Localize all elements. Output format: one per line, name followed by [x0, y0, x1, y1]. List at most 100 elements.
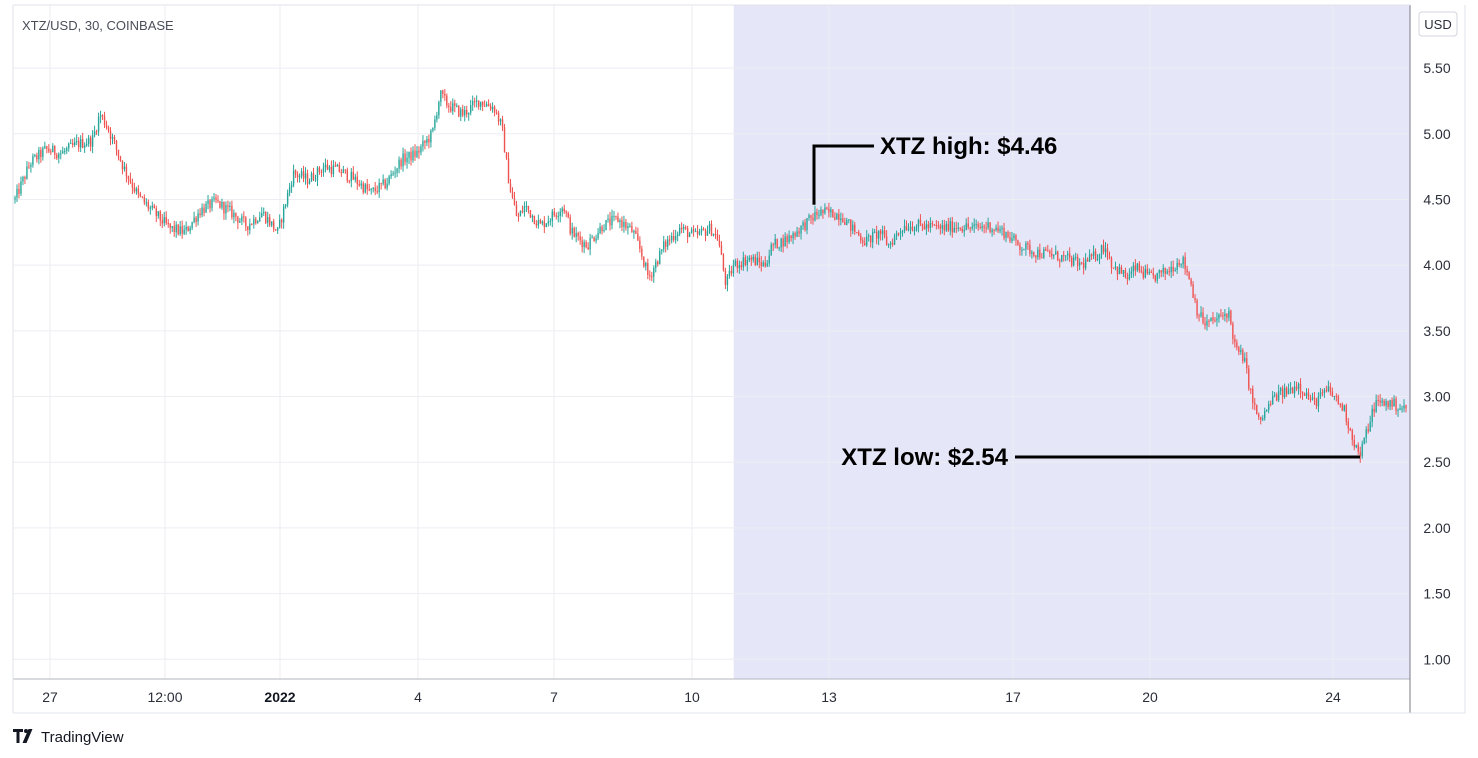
candle-body	[1405, 405, 1407, 409]
candle-body	[497, 112, 500, 122]
candle-body	[38, 149, 40, 160]
candle-body	[887, 244, 890, 246]
candle-body	[1074, 256, 1077, 258]
candle-body	[967, 223, 969, 228]
candle-body	[754, 256, 756, 266]
candle-body	[1033, 252, 1035, 256]
candle-body	[593, 237, 595, 241]
candle-body	[563, 208, 565, 212]
y-tick-label: 1.50	[1423, 586, 1450, 602]
brand-name[interactable]: TradingView	[41, 729, 124, 746]
candle-body	[875, 231, 878, 239]
candle-body	[1029, 244, 1031, 254]
candle-body	[997, 227, 999, 232]
candle-body	[1329, 386, 1332, 392]
candle-body	[197, 213, 199, 222]
candle-body	[627, 226, 629, 229]
candle-body	[507, 158, 510, 184]
candle-body	[959, 227, 961, 229]
candle-body	[1007, 232, 1009, 237]
candle-body	[62, 151, 64, 154]
candle-body	[1285, 387, 1288, 395]
candle-body	[440, 90, 442, 102]
y-tick-label: 2.50	[1423, 454, 1450, 470]
candle-body	[261, 213, 263, 218]
candle-body	[1325, 390, 1328, 392]
candle-body	[342, 169, 345, 174]
candle-body	[1331, 391, 1334, 397]
candle-body	[209, 200, 211, 209]
candle-body	[288, 187, 291, 193]
candle-body	[75, 140, 78, 142]
candle-body	[101, 115, 104, 117]
candle-body	[961, 228, 963, 232]
candle-body	[748, 257, 751, 261]
candle-body	[611, 216, 613, 226]
candle-body	[1319, 392, 1322, 397]
candle-body	[631, 225, 633, 233]
candle-body	[858, 232, 860, 236]
candle-body	[525, 205, 528, 207]
candle-body	[848, 219, 850, 221]
candle-body	[796, 231, 798, 237]
candle-body	[1224, 313, 1226, 317]
candle-body	[718, 240, 721, 246]
candle-body	[672, 235, 675, 240]
candle-body	[1371, 408, 1373, 423]
candle-body	[579, 236, 581, 241]
candle-body	[54, 146, 56, 155]
candle-body	[137, 188, 140, 194]
candle-body	[149, 207, 152, 209]
candle-body	[1178, 262, 1180, 265]
candle-body	[477, 100, 480, 107]
candle-body	[979, 227, 981, 229]
candle-body	[1003, 227, 1005, 239]
candle-body	[485, 103, 488, 107]
candle-body	[1351, 430, 1353, 440]
candle-body	[406, 157, 408, 163]
candle-body	[161, 220, 163, 224]
candle-body	[501, 119, 504, 128]
candle-body	[1120, 267, 1123, 274]
candle-body	[163, 217, 165, 224]
candle-body	[712, 233, 715, 236]
candle-body	[177, 224, 179, 235]
candle-body	[466, 109, 468, 115]
candle-body	[1017, 240, 1019, 245]
candle-body	[1142, 271, 1145, 278]
candle-body	[995, 227, 997, 231]
candle-body	[591, 237, 593, 239]
candle-body	[786, 236, 788, 243]
candle-body	[1343, 405, 1346, 411]
candle-body	[943, 225, 946, 231]
candle-body	[1009, 236, 1011, 242]
candle-body	[346, 169, 349, 181]
candle-body	[971, 226, 973, 229]
candle-body	[1305, 392, 1308, 396]
candle-body	[280, 219, 283, 223]
candle-body	[418, 150, 420, 153]
candle-body	[26, 166, 28, 179]
candle-body	[1236, 342, 1238, 348]
candle-body	[1055, 251, 1057, 255]
candle-body	[583, 242, 585, 248]
candle-body	[364, 184, 366, 193]
candle-body	[1134, 265, 1137, 271]
currency-badge[interactable]	[1418, 11, 1458, 37]
candle-body	[953, 227, 955, 233]
candle-body	[603, 230, 605, 232]
candle-body	[949, 221, 951, 231]
candle-body	[426, 138, 428, 143]
candle-body	[125, 166, 128, 177]
candle-body	[1037, 249, 1039, 258]
candle-body	[237, 216, 239, 223]
candle-body	[1045, 249, 1047, 251]
candle-body	[1043, 249, 1045, 258]
candle-body	[1238, 347, 1240, 352]
candle-body	[304, 173, 307, 179]
candle-body	[109, 130, 112, 139]
tradingview-logo-icon[interactable]	[13, 729, 33, 743]
candle-body	[864, 242, 866, 246]
candle-body	[1309, 398, 1312, 400]
